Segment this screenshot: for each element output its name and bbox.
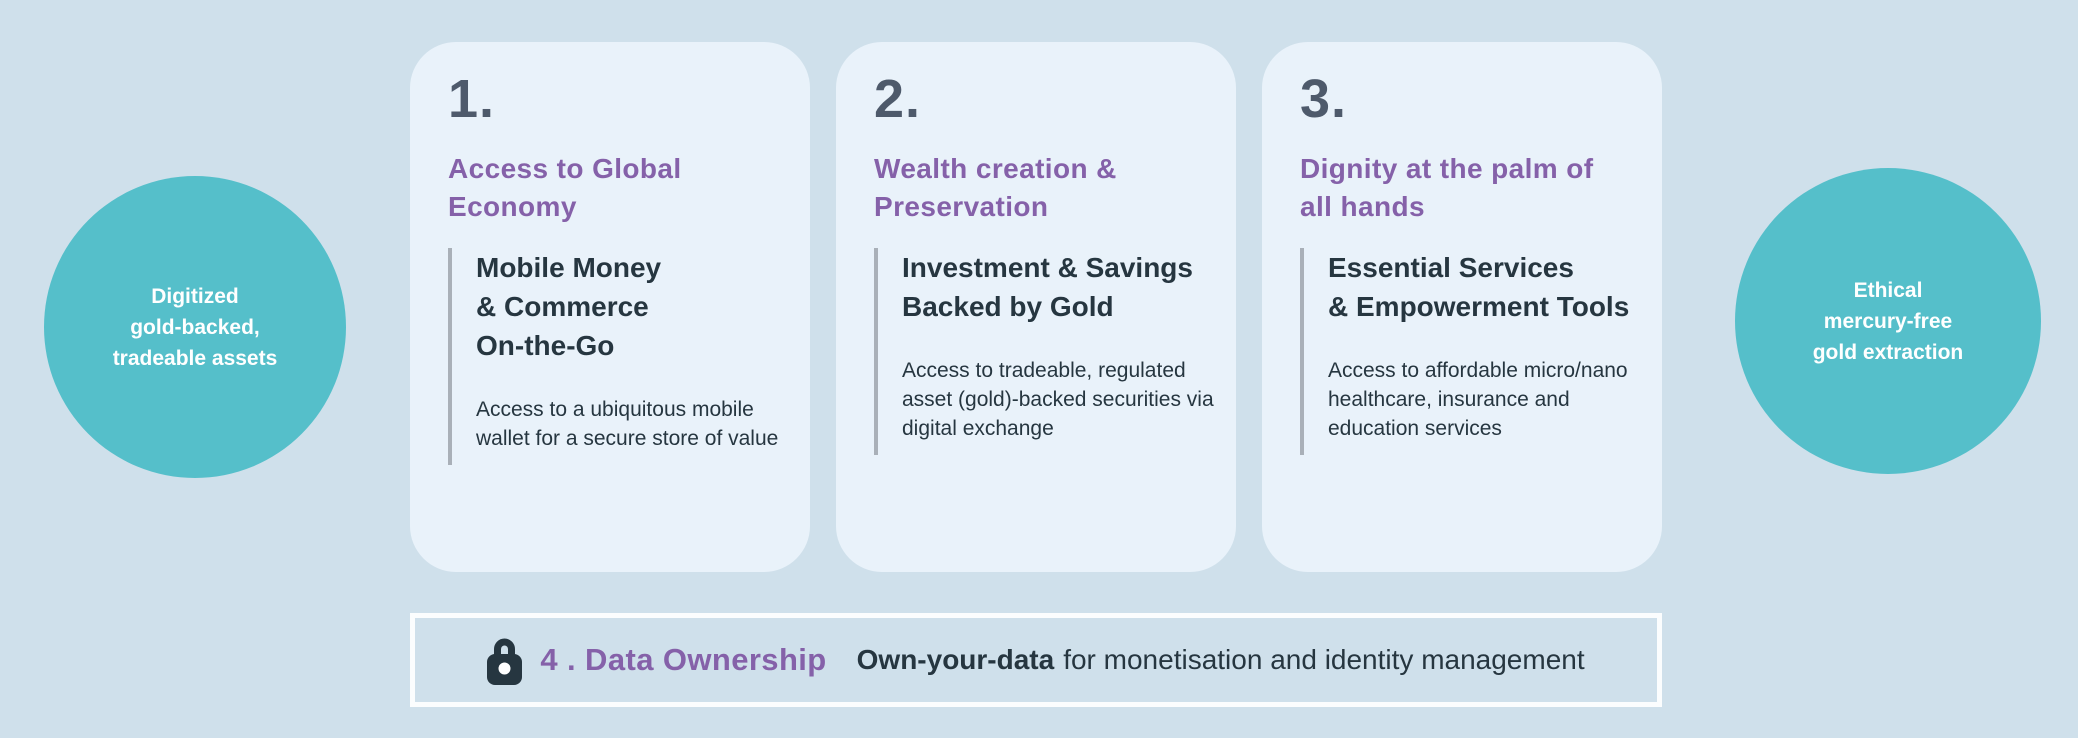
card-wealth-creation-preservation: 2. Wealth creation & Preservation Invest… [836, 42, 1236, 572]
card-detail-section: Mobile Money & Commerce On-the-Go Access… [448, 248, 790, 465]
data-ownership-title: 4 . Data Ownership [540, 642, 827, 677]
card-number: 2. [874, 69, 922, 129]
card-title: Access to Global Economy [448, 153, 682, 222]
card-detail-section: Investment & Savings Backed by Gold Acce… [874, 248, 1216, 455]
card-subtitle: Mobile Money & Commerce On-the-Go [476, 252, 662, 361]
card-body: Access to affordable micro/nano healthca… [1328, 359, 1628, 440]
card-detail-section: Essential Services & Empowerment Tools A… [1300, 248, 1642, 455]
left-circle: Digitized gold-backed, tradeable assets [44, 176, 346, 478]
card-number: 1. [448, 69, 496, 129]
lock-icon [487, 635, 523, 685]
data-ownership-description: for monetisation and identity management [1063, 644, 1585, 675]
card-body: Access to a ubiquitous mobile wallet for… [476, 398, 779, 450]
card-subtitle: Investment & Savings Backed by Gold [902, 252, 1193, 322]
card-access-to-global-economy: 1. Access to Global Economy Mobile Money… [410, 42, 810, 572]
card-number: 3. [1300, 69, 1348, 129]
data-ownership-highlight: Own-your-data [856, 644, 1055, 675]
right-circle: Ethical mercury-free gold extraction [1735, 168, 2041, 474]
card-title: Dignity at the palm of all hands [1300, 153, 1594, 222]
right-circle-text: Ethical mercury-free gold extraction [1812, 278, 1964, 364]
card-subtitle: Essential Services & Empowerment Tools [1328, 252, 1630, 322]
left-circle-text: Digitized gold-backed, tradeable assets [112, 284, 278, 370]
card-title: Wealth creation & Preservation [874, 153, 1117, 222]
data-ownership-bar: 4 . Data Ownership Own-your-data for mon… [410, 613, 1662, 707]
card-dignity-at-palm-of-all-hands: 3. Dignity at the palm of all hands Esse… [1262, 42, 1662, 572]
card-body: Access to tradeable, regulated asset (go… [902, 359, 1214, 440]
